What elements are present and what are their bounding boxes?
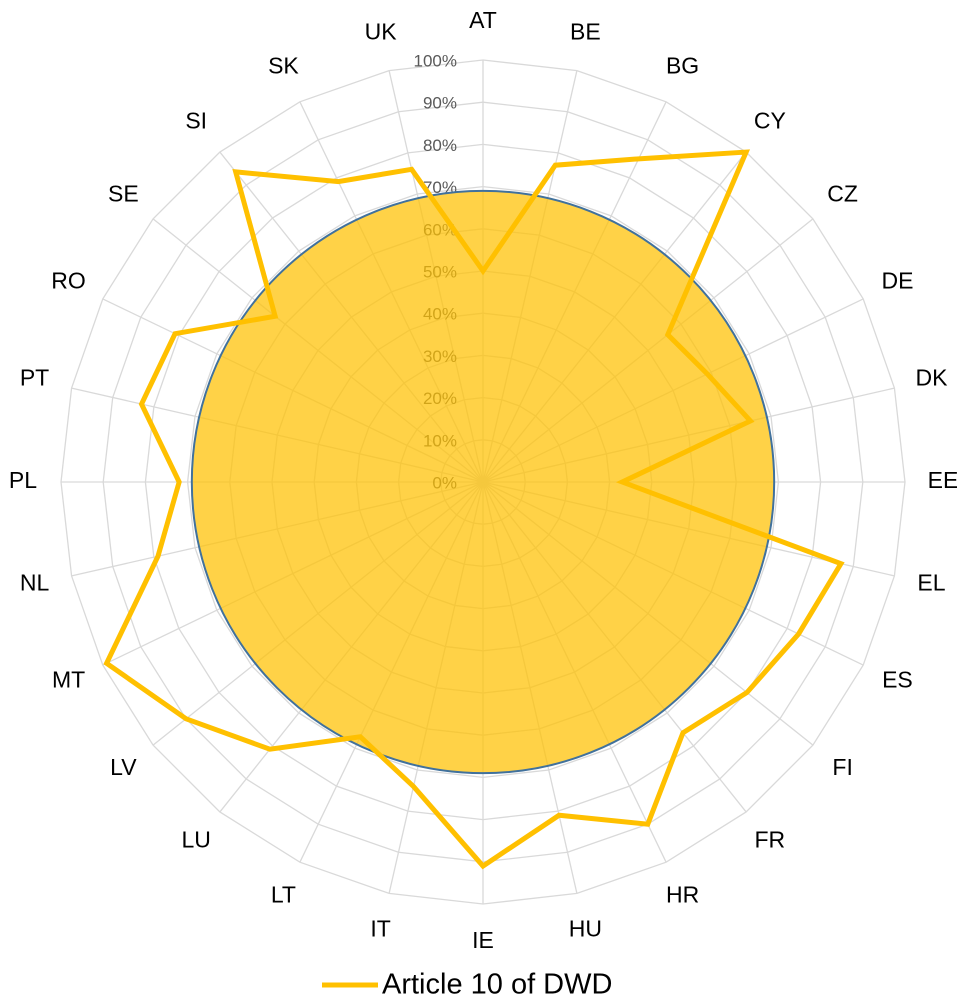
legend-label: Article 10 of DWD: [382, 969, 612, 1001]
category-label: BG: [666, 53, 699, 79]
category-label: AT: [469, 7, 497, 33]
category-label: DE: [881, 267, 913, 293]
category-label: PT: [20, 365, 49, 391]
category-label: CY: [754, 107, 786, 133]
category-label: HR: [666, 882, 699, 908]
category-label: IE: [472, 927, 494, 953]
category-label: SE: [108, 180, 139, 206]
category-label: LU: [181, 827, 210, 853]
category-label: EE: [928, 467, 957, 493]
category-label: CZ: [827, 180, 858, 206]
category-label: FI: [832, 754, 852, 780]
category-label: PL: [9, 467, 37, 493]
category-label: ES: [882, 667, 913, 693]
y-tick-label: 100%: [414, 51, 457, 70]
category-label: FR: [754, 827, 785, 853]
category-label: LV: [110, 754, 137, 780]
category-label: HU: [569, 916, 602, 942]
category-label: EL: [917, 569, 945, 595]
category-label: MT: [52, 667, 85, 693]
y-tick-label: 90%: [423, 94, 457, 113]
series-line: [103, 149, 845, 870]
category-label: LT: [271, 882, 296, 908]
filled-area: [190, 189, 776, 775]
category-label: DK: [915, 365, 948, 391]
category-label: BE: [570, 19, 601, 45]
category-label: SI: [185, 107, 207, 133]
y-tick-label: 80%: [423, 136, 457, 155]
category-label: SK: [268, 53, 299, 79]
category-label: UK: [365, 19, 398, 45]
category-label: NL: [20, 569, 50, 595]
category-label: IT: [370, 916, 390, 942]
category-label: RO: [51, 267, 86, 293]
